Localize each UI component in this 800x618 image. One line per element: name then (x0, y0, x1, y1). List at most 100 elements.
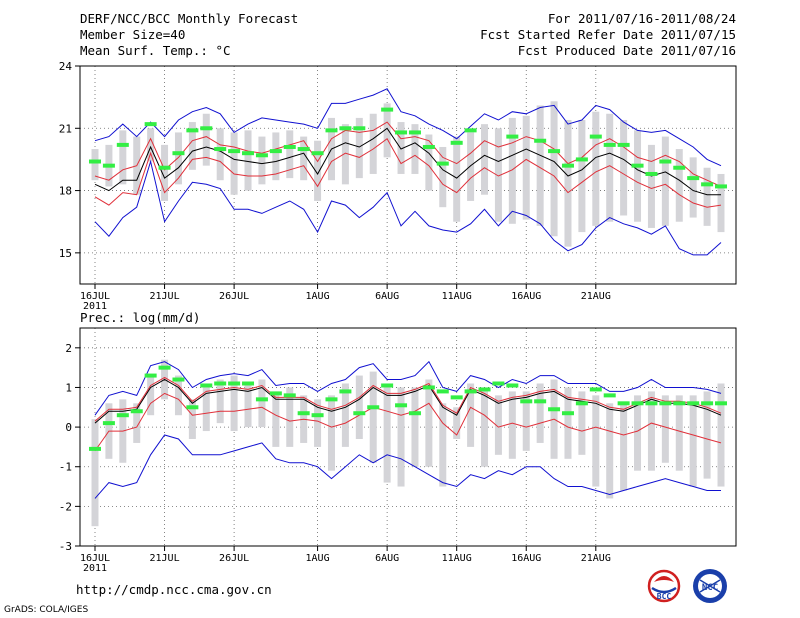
green-marker (534, 138, 547, 143)
logos: BCC NCC (647, 569, 727, 603)
green-marker (436, 389, 449, 394)
range-box (564, 119, 572, 247)
green-marker (172, 151, 185, 156)
range-box (314, 399, 322, 447)
green-marker (715, 184, 727, 189)
range-box (355, 375, 363, 439)
green-marker (186, 128, 199, 133)
series-line (94, 159, 722, 256)
range-box (147, 375, 155, 416)
x-tick-label: 21AUG (581, 291, 611, 302)
green-marker (102, 421, 115, 426)
green-marker (367, 405, 380, 410)
green-marker (687, 176, 700, 181)
range-box (689, 157, 697, 218)
range-box (620, 119, 628, 216)
range-box (397, 387, 405, 487)
range-box (522, 115, 530, 220)
x-tick-label: 16JUL (80, 553, 110, 564)
range-box (578, 119, 586, 233)
green-marker (283, 393, 296, 398)
footer-url[interactable]: http://cmdp.ncc.cma.gov.cn (76, 582, 272, 597)
range-box (174, 375, 182, 416)
y-tick-label: 1 (65, 381, 72, 394)
series-line (94, 434, 721, 499)
green-marker (617, 401, 630, 406)
series-line (94, 376, 722, 422)
green-marker (408, 130, 421, 135)
range-box (606, 403, 614, 499)
green-marker (450, 140, 463, 145)
green-marker (603, 393, 616, 398)
range-box (550, 101, 558, 237)
range-box (620, 403, 628, 491)
y-tick-label: -2 (59, 500, 72, 513)
range-box (703, 167, 711, 226)
series-line (94, 88, 722, 167)
range-box (202, 113, 210, 166)
range-box (536, 383, 544, 443)
green-marker (325, 128, 338, 133)
range-box (494, 128, 502, 222)
range-box (481, 124, 489, 195)
x-tick-label: 11AUG (442, 291, 472, 302)
green-marker (214, 147, 227, 152)
ncc-logo-text: NCC (702, 583, 718, 593)
range-box (119, 130, 127, 185)
range-box (383, 103, 391, 158)
green-marker (436, 161, 449, 166)
range-box (564, 387, 572, 459)
green-marker (464, 128, 477, 133)
range-box (467, 132, 475, 201)
green-marker (172, 377, 185, 382)
green-marker (575, 157, 588, 162)
plot-frame (79, 65, 737, 285)
chart-panel-1: 16JUL 21JUL 26JUL 1AUG 6AUG 11AUG 16AUG 21AUG 20… (59, 60, 737, 312)
range-box (425, 134, 433, 191)
green-marker (422, 385, 435, 390)
x-year-label: 2011 (83, 301, 107, 312)
green-marker (186, 405, 199, 410)
range-box (522, 391, 530, 451)
green-marker (242, 381, 255, 386)
range-box (286, 130, 294, 179)
green-marker (645, 171, 658, 176)
range-box (634, 395, 642, 471)
green-marker (200, 126, 213, 131)
range-box (703, 391, 711, 479)
green-marker (130, 409, 143, 414)
y-tick-label: -1 (59, 461, 72, 474)
fcst-started-date: Fcst Started Refer Date 2011/07/15 (480, 27, 736, 42)
range-box (508, 117, 516, 224)
range-box (355, 117, 363, 179)
range-box (383, 383, 391, 483)
fcst-produced-date: Fcst Produced Date 2011/07/16 (517, 43, 736, 58)
range-box (689, 395, 697, 487)
green-marker (631, 401, 644, 406)
range-box (244, 383, 252, 428)
ncc-logo-icon: NCC (693, 569, 727, 603)
range-box (453, 407, 461, 439)
green-marker (89, 446, 101, 451)
x-tick-label: 16AUG (511, 553, 541, 564)
range-box (272, 391, 280, 447)
green-marker (297, 411, 310, 416)
green-marker (659, 401, 672, 406)
y-tick-label: 15 (59, 247, 72, 260)
range-box (272, 132, 280, 181)
green-marker (534, 399, 547, 404)
range-box (216, 379, 224, 424)
range-box (481, 391, 489, 467)
green-marker (242, 151, 255, 156)
range-box (341, 124, 349, 185)
x-tick-label: 26JUL (219, 553, 249, 564)
green-marker (116, 142, 129, 147)
green-marker (492, 381, 505, 386)
range-box (661, 136, 669, 226)
range-box (592, 111, 600, 226)
range-box (411, 387, 419, 467)
green-marker (422, 144, 435, 149)
x-tick-label: 21JUL (150, 291, 180, 302)
green-marker (269, 149, 282, 154)
range-box (202, 387, 210, 432)
